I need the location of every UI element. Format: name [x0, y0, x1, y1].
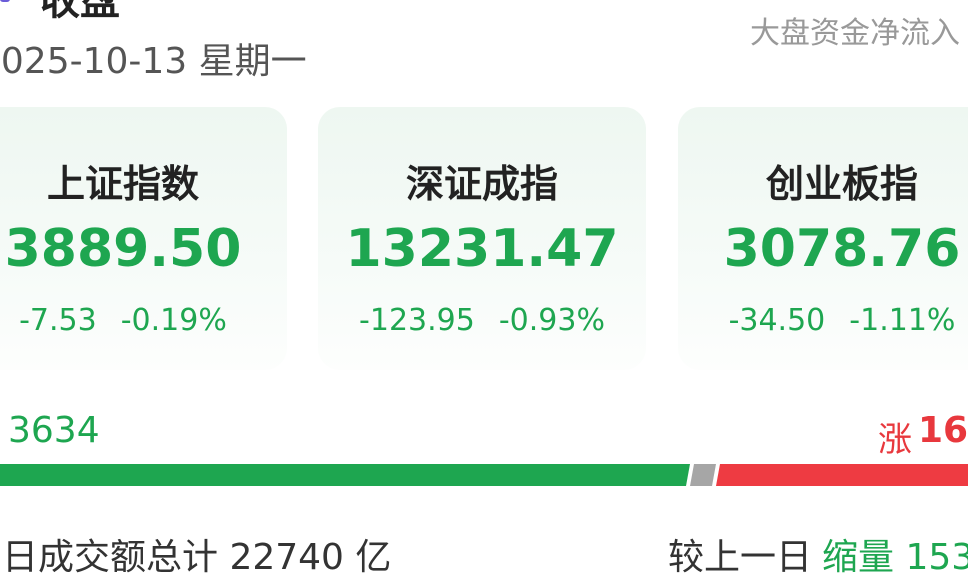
index-card[interactable]: 上证指数 3889.50 -7.53 -0.19%: [0, 107, 287, 370]
index-pct: -0.19%: [120, 303, 227, 338]
index-name: 创业板指: [765, 162, 918, 206]
index-change: -7.53: [19, 303, 97, 338]
index-card[interactable]: 深证成指 13231.47 -123.95 -0.93%: [318, 107, 646, 370]
index-price: 3078.76: [723, 219, 961, 279]
index-price: 3889.50: [4, 219, 242, 279]
bar-flat: [690, 464, 716, 486]
down-count: 3634: [8, 410, 100, 451]
fund-flow-link[interactable]: 大盘资金净流入: [750, 16, 960, 51]
date: 2025-10-13 星期一: [0, 41, 307, 82]
index-card[interactable]: 创业板指 3078.76 -34.50 -1.11%: [678, 107, 968, 370]
icon: [0, 0, 10, 2]
index-change: -34.50: [728, 303, 826, 338]
breadth-bar: [0, 464, 968, 486]
index-pct: -1.11%: [849, 303, 956, 338]
title: 收盘: [40, 0, 120, 24]
turnover-change: 缩量 153: [822, 537, 968, 578]
index-change: -123.95: [359, 303, 475, 338]
turnover-compare: 较上一日: [668, 537, 813, 578]
index-name: 上证指数: [46, 162, 199, 206]
index-price: 13231.47: [345, 219, 619, 279]
index-name: 深证成指: [405, 162, 558, 206]
index-pct: -0.93%: [498, 303, 605, 338]
up-label: 涨: [878, 420, 912, 460]
turnover-total: 日成交额总计 22740 亿: [2, 537, 392, 578]
bar-up: [716, 464, 968, 486]
up-count: 16: [918, 410, 968, 451]
bar-down: [0, 464, 690, 486]
